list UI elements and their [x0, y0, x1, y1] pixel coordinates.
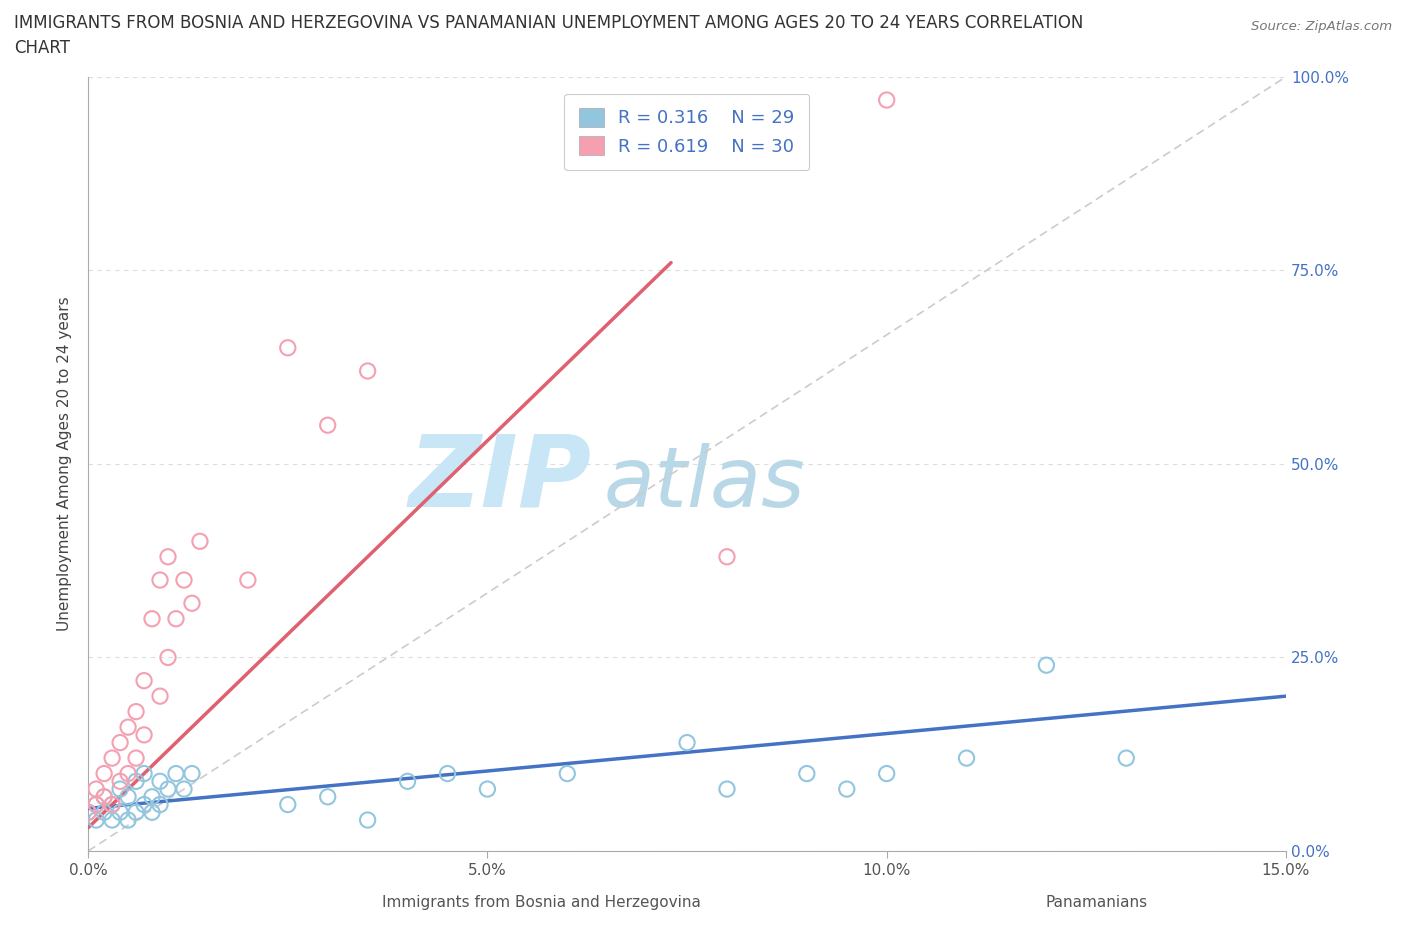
Point [77, 804, 100, 819]
Point [77, 804, 100, 819]
Point [101, 813, 124, 828]
Point [117, 790, 139, 804]
Point [1115, 751, 1137, 765]
Point [108, 774, 131, 789]
Point [93, 804, 115, 819]
Point [188, 534, 211, 549]
Point [93, 766, 115, 781]
Text: IMMIGRANTS FROM BOSNIA AND HERZEGOVINA VS PANAMANIAN UNEMPLOYMENT AMONG AGES 20 : IMMIGRANTS FROM BOSNIA AND HERZEGOVINA V… [14, 14, 1084, 32]
Point [876, 766, 898, 781]
Point [93, 790, 115, 804]
Point [436, 766, 458, 781]
Point [716, 781, 738, 796]
Point [356, 813, 378, 828]
Point [132, 797, 155, 812]
Text: Immigrants from Bosnia and Herzegovina: Immigrants from Bosnia and Herzegovina [382, 895, 700, 910]
Point [101, 751, 124, 765]
Point [125, 804, 148, 819]
Point [316, 418, 339, 432]
Text: atlas: atlas [603, 443, 804, 524]
Point [955, 751, 977, 765]
Point [181, 596, 204, 611]
Point [149, 689, 172, 704]
Point [141, 790, 163, 804]
Point [132, 727, 155, 742]
Point [108, 781, 131, 796]
Point [1035, 658, 1057, 672]
Point [93, 790, 115, 804]
Point [84, 813, 107, 828]
Point [132, 673, 155, 688]
Point [117, 813, 139, 828]
Point [84, 797, 107, 812]
Text: CHART: CHART [14, 39, 70, 57]
Point [173, 573, 195, 588]
Point [117, 720, 139, 735]
Point [876, 93, 898, 108]
Point [555, 766, 578, 781]
Point [165, 766, 187, 781]
Point [141, 804, 163, 819]
Point [277, 340, 299, 355]
Point [716, 550, 738, 565]
Point [84, 797, 107, 812]
Point [132, 766, 155, 781]
Point [277, 797, 299, 812]
Point [181, 766, 204, 781]
Point [156, 650, 179, 665]
Point [108, 736, 131, 751]
Point [477, 781, 499, 796]
Point [356, 364, 378, 379]
Point [149, 774, 172, 789]
Point [796, 766, 818, 781]
Text: Source: ZipAtlas.com: Source: ZipAtlas.com [1251, 20, 1392, 33]
Point [108, 804, 131, 819]
Point [596, 859, 619, 874]
Point [236, 573, 259, 588]
Text: ZIP: ZIP [408, 431, 592, 528]
Point [101, 797, 124, 812]
Text: Panamanians: Panamanians [1046, 895, 1147, 910]
Point [101, 797, 124, 812]
Point [316, 790, 339, 804]
Point [149, 573, 172, 588]
Point [835, 781, 858, 796]
Point [125, 751, 148, 765]
Y-axis label: Unemployment Among Ages 20 to 24 years: Unemployment Among Ages 20 to 24 years [58, 297, 72, 631]
Point [156, 550, 179, 565]
Point [156, 781, 179, 796]
Point [125, 704, 148, 719]
Point [117, 766, 139, 781]
Point [84, 781, 107, 796]
Legend: R = 0.316    N = 29, R = 0.619    N = 30: R = 0.316 N = 29, R = 0.619 N = 30 [564, 94, 810, 170]
Point [125, 774, 148, 789]
Point [396, 774, 419, 789]
Point [676, 736, 699, 751]
Point [149, 797, 172, 812]
Point [165, 611, 187, 626]
Point [141, 611, 163, 626]
Point [173, 781, 195, 796]
